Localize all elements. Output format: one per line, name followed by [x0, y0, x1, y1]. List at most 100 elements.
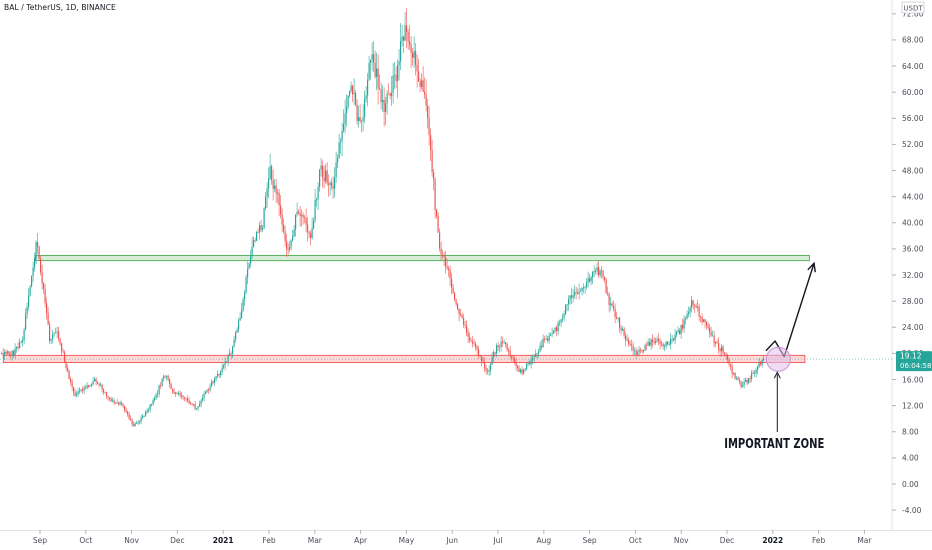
candle [323, 165, 325, 188]
candle-body [286, 241, 288, 250]
candle [107, 395, 109, 401]
candle-body [367, 79, 369, 96]
candle [398, 49, 400, 81]
candle-body [463, 317, 465, 325]
price-tick-label: 64.00 [902, 62, 924, 71]
candle [674, 328, 676, 345]
candle [560, 319, 562, 327]
candle-body [47, 313, 49, 325]
candle-body [277, 192, 279, 194]
candle [487, 368, 489, 375]
candle-body [74, 392, 76, 396]
candle-body [35, 242, 37, 258]
candle [272, 169, 274, 201]
candle [67, 364, 69, 373]
candle-body [734, 372, 736, 379]
time-tick-label: Mar [857, 536, 872, 545]
candle-body [620, 328, 622, 331]
candle-body [439, 232, 441, 249]
candle-body [389, 93, 391, 97]
candle [763, 355, 765, 362]
candle [286, 233, 288, 257]
candle-body [49, 324, 51, 341]
candle-body [268, 178, 270, 189]
candle-body [128, 414, 130, 419]
candle-body [680, 324, 682, 334]
candle-body [238, 320, 240, 330]
candle [181, 391, 183, 400]
candle-body [104, 392, 106, 394]
candle-body [452, 287, 454, 294]
candle [683, 315, 685, 334]
candle-body [386, 93, 388, 104]
candle-body [176, 392, 178, 394]
candle [604, 276, 606, 283]
candle [170, 382, 172, 390]
candle [623, 326, 625, 339]
candle-body [631, 344, 633, 346]
time-tick-label: Mar [308, 536, 323, 545]
candle [433, 169, 435, 191]
candle-body [7, 351, 9, 354]
candle-body [596, 267, 598, 272]
candle-body [746, 379, 748, 383]
candle [190, 401, 192, 405]
candle-body [68, 370, 70, 379]
candle [29, 284, 31, 297]
candle-body [133, 424, 135, 426]
candle [533, 354, 535, 363]
candle [284, 225, 286, 246]
candle-body [548, 335, 550, 341]
candle [389, 92, 391, 100]
candle [394, 61, 396, 89]
candle-body [688, 311, 690, 315]
candle [203, 391, 205, 402]
candle [517, 364, 519, 372]
candle-body [239, 317, 241, 321]
price-tick-label: 24.00 [902, 323, 924, 332]
candle [202, 394, 204, 402]
candle [224, 357, 226, 371]
candle [293, 224, 295, 238]
candle [407, 28, 409, 50]
candle [254, 237, 256, 243]
candle [638, 346, 640, 357]
candle [205, 390, 207, 395]
candle [46, 297, 48, 320]
candle-body [100, 384, 102, 386]
candle-body [130, 418, 132, 421]
candle-body [299, 213, 301, 216]
candle [53, 332, 55, 338]
candle-body [664, 346, 666, 348]
candle [619, 316, 621, 333]
candle [130, 415, 132, 421]
candle [287, 243, 289, 256]
candle-body [211, 381, 213, 387]
candle [607, 286, 609, 296]
candle-body [460, 314, 462, 316]
candle-body [154, 397, 156, 401]
candle [25, 308, 27, 331]
candle-body [461, 315, 463, 318]
candle [673, 337, 675, 342]
candle-body [754, 373, 756, 374]
candle-body [496, 345, 498, 354]
candle-body [73, 387, 75, 393]
price-tick-label: 28.00 [902, 297, 924, 306]
candle-body [718, 342, 720, 350]
candle-body [551, 333, 553, 335]
candle-body [457, 303, 459, 310]
time-tick-label: Nov [124, 536, 139, 545]
candle-body [511, 356, 513, 358]
candle [656, 336, 658, 343]
candle-body [658, 339, 660, 341]
candle [710, 326, 712, 338]
candle-body [146, 410, 148, 412]
candle [296, 202, 298, 217]
candle-body [292, 236, 294, 241]
candle-body [634, 350, 636, 352]
candle-body [469, 336, 471, 341]
symbol-title[interactable]: BAL / TetherUS, 1D, BINANCE [4, 3, 116, 12]
